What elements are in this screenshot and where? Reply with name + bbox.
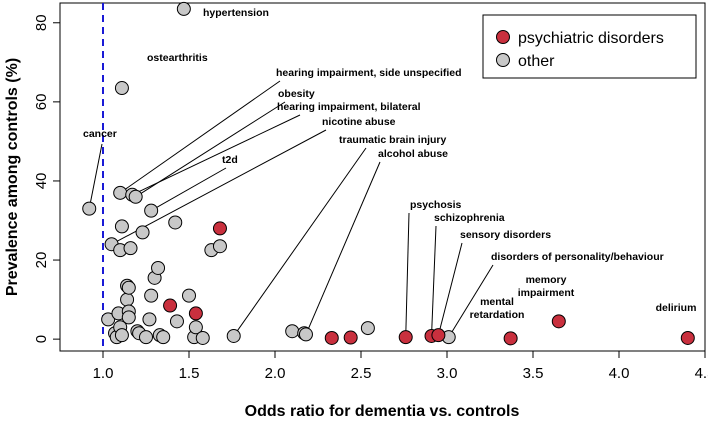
annotation-label: memory	[526, 274, 567, 286]
data-point-other	[151, 260, 166, 275]
annotation-label: psychosis	[410, 199, 462, 211]
y-axis-title: Prevalence among controls (%)	[4, 58, 21, 296]
y-tick-label: 0	[33, 335, 50, 343]
data-point-other	[121, 280, 136, 295]
data-point-other	[82, 201, 97, 216]
data-point-psychiatric	[503, 331, 518, 346]
data-point-psychiatric	[343, 330, 358, 345]
annotation-label: hearing impairment, bilateral	[277, 101, 421, 113]
legend: psychiatric disorders other	[482, 14, 697, 79]
data-point-other	[195, 330, 210, 345]
annotation-leader-line	[111, 129, 327, 245]
data-point-psychiatric	[398, 330, 413, 345]
data-point-other	[212, 239, 227, 254]
data-point-psychiatric	[188, 306, 203, 321]
x-axis-title: Odds ratio for dementia vs. controls	[245, 403, 520, 420]
annotation-leader-line	[233, 147, 367, 337]
annotation-label: nicotine abuse	[322, 116, 396, 128]
legend-box	[482, 14, 697, 79]
annotation-label: delirium	[656, 302, 697, 314]
data-point-psychiatric	[324, 330, 339, 345]
data-point-other	[123, 241, 138, 256]
data-point-other	[144, 203, 159, 218]
annotation-leader-line	[150, 167, 227, 212]
annotation-label: obesity	[278, 88, 315, 100]
data-point-other	[121, 310, 136, 325]
annotation-label: t2d	[222, 154, 238, 166]
data-point-other	[113, 185, 128, 200]
x-tick-label: 2.0	[265, 365, 286, 382]
data-point-other	[182, 288, 196, 303]
data-point-other	[114, 219, 129, 234]
data-point-other	[176, 1, 191, 16]
data-point-other	[114, 328, 129, 343]
data-point-other	[169, 314, 184, 329]
annotation-label: retardation	[470, 309, 525, 321]
data-point-other	[135, 225, 150, 240]
data-point-psychiatric	[551, 314, 566, 329]
legend-marker-other	[496, 53, 510, 67]
plot-frame	[59, 2, 706, 352]
y-tick-label: 20	[33, 252, 50, 269]
data-point-other	[226, 328, 241, 343]
annotation-leader-line	[132, 114, 301, 196]
point-annotations: hypertension ostearthritis cancer hearing i…	[83, 7, 696, 321]
annotation-label: mental	[480, 296, 514, 308]
x-tick-label: 3.0	[437, 365, 458, 382]
annotation-leader-lines	[88, 80, 494, 338]
data-point-other	[128, 189, 143, 204]
x-tick-label: 3.5	[523, 365, 544, 382]
data-point-other	[188, 320, 203, 335]
x-tick-label: 4.0	[609, 365, 630, 382]
annotation-label: cancer	[83, 128, 117, 140]
annotation-leader-line	[88, 143, 103, 209]
annotation-label: hearing impairment, side unspecified	[276, 67, 462, 79]
data-point-other	[168, 215, 183, 230]
y-tick-label: 80	[33, 14, 50, 31]
data-points	[82, 1, 695, 346]
data-point-psychiatric	[163, 298, 178, 313]
annotation-label: impairment	[518, 287, 575, 299]
legend-marker-psychiatric	[496, 30, 510, 44]
annotation-leader-line	[305, 161, 381, 335]
data-point-other	[114, 81, 129, 96]
data-point-other	[142, 312, 157, 327]
x-tick-label: 1.5	[179, 365, 200, 382]
data-point-psychiatric	[212, 221, 227, 236]
data-point-other	[156, 330, 171, 345]
annotation-leader-line	[437, 242, 463, 336]
x-tick-label: 1.0	[93, 365, 114, 382]
data-point-other	[360, 321, 375, 336]
annotation-label: disorders of personality/behaviour	[491, 251, 664, 263]
data-point-psychiatric	[680, 330, 695, 345]
annotation-label: schizophrenia	[434, 212, 505, 224]
annotation-label: sensory disorders	[460, 229, 551, 241]
data-point-other	[285, 324, 300, 339]
x-axis: 1.0 1.5 2.0 2.5 3.0 3.5 4.0 4.5	[93, 351, 708, 382]
annotation-leader-line	[405, 212, 410, 338]
annotation-leader-line	[431, 225, 437, 336]
annotation-label: alcohol abuse	[378, 148, 448, 160]
data-point-other	[101, 312, 116, 327]
annotation-label: traumatic brain injury	[339, 134, 447, 146]
data-point-other	[139, 330, 153, 345]
x-tick-label: 4.5	[695, 365, 708, 382]
data-point-other	[144, 288, 159, 303]
data-point-other	[120, 292, 135, 307]
y-axis: 0 20 40 60 80	[33, 14, 60, 343]
annotation-leader-line	[119, 80, 281, 194]
data-point-psychiatric	[431, 328, 446, 343]
x-tick-label: 2.5	[351, 365, 372, 382]
annotation-label: ostearthritis	[147, 52, 208, 64]
annotation-label: hypertension	[203, 7, 269, 19]
y-tick-label: 40	[33, 173, 50, 190]
y-tick-label: 60	[33, 94, 50, 111]
legend-label-other: other	[518, 53, 555, 70]
legend-label-psychiatric: psychiatric disorders	[518, 30, 664, 47]
annotation-leader-line	[448, 264, 494, 338]
data-point-other	[298, 327, 313, 342]
